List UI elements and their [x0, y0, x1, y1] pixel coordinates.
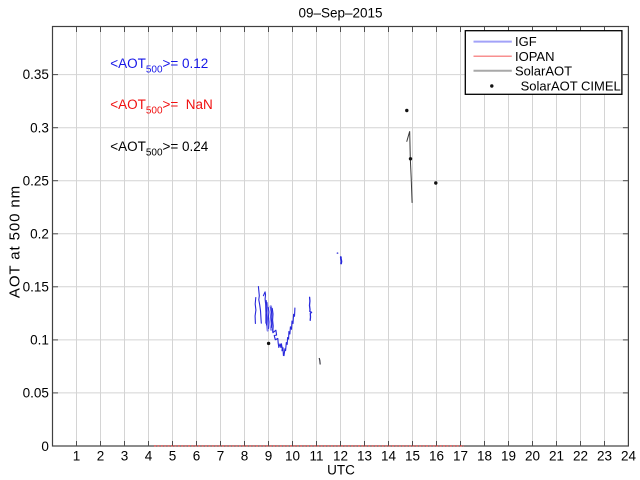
svg-text:22: 22 [573, 449, 588, 464]
svg-text:0.25: 0.25 [23, 173, 49, 188]
svg-text:17: 17 [453, 449, 468, 464]
svg-text:0.05: 0.05 [23, 386, 49, 401]
svg-text:0.1: 0.1 [30, 333, 49, 348]
svg-text:IGF: IGF [515, 34, 537, 49]
svg-text:IOPAN: IOPAN [515, 49, 555, 64]
svg-text:24: 24 [621, 449, 637, 464]
svg-text:9: 9 [265, 449, 273, 464]
svg-text:4: 4 [145, 449, 153, 464]
svg-text:11: 11 [309, 449, 323, 464]
svg-text:0.35: 0.35 [23, 67, 49, 82]
svg-text:5: 5 [169, 449, 177, 464]
svg-text:0.3: 0.3 [30, 120, 49, 135]
svg-text:<AOT500>= NaN: <AOT500>= NaN [110, 97, 213, 117]
svg-text:12: 12 [333, 449, 348, 464]
svg-text:3: 3 [121, 449, 129, 464]
svg-text:SolarAOT: SolarAOT [515, 63, 572, 78]
svg-text:8: 8 [241, 449, 249, 464]
svg-text:6: 6 [193, 449, 201, 464]
svg-text:09–Sep–2015: 09–Sep–2015 [298, 6, 382, 21]
svg-text:AOT at 500 nm: AOT at 500 nm [6, 185, 23, 298]
svg-text:14: 14 [381, 449, 397, 464]
svg-text:0.15: 0.15 [23, 279, 49, 294]
svg-text:UTC: UTC [327, 463, 355, 478]
svg-text:16: 16 [429, 449, 444, 464]
svg-text:19: 19 [501, 449, 516, 464]
svg-text:7: 7 [217, 449, 225, 464]
svg-text:20: 20 [525, 449, 540, 464]
svg-text:0.2: 0.2 [30, 226, 49, 241]
svg-text:1: 1 [73, 449, 81, 464]
svg-text:23: 23 [597, 449, 612, 464]
svg-text:SolarAOT CIMEL: SolarAOT CIMEL [521, 78, 621, 93]
svg-text:15: 15 [405, 449, 420, 464]
svg-text:0: 0 [41, 439, 49, 454]
svg-text:18: 18 [477, 449, 492, 464]
svg-text:2: 2 [97, 449, 105, 464]
svg-text:<AOT500>= 0.12: <AOT500>= 0.12 [110, 56, 208, 76]
svg-text:<AOT500>= 0.24: <AOT500>= 0.24 [110, 139, 209, 159]
svg-text:21: 21 [549, 449, 564, 464]
svg-text:13: 13 [357, 449, 372, 464]
svg-text:10: 10 [285, 449, 300, 464]
